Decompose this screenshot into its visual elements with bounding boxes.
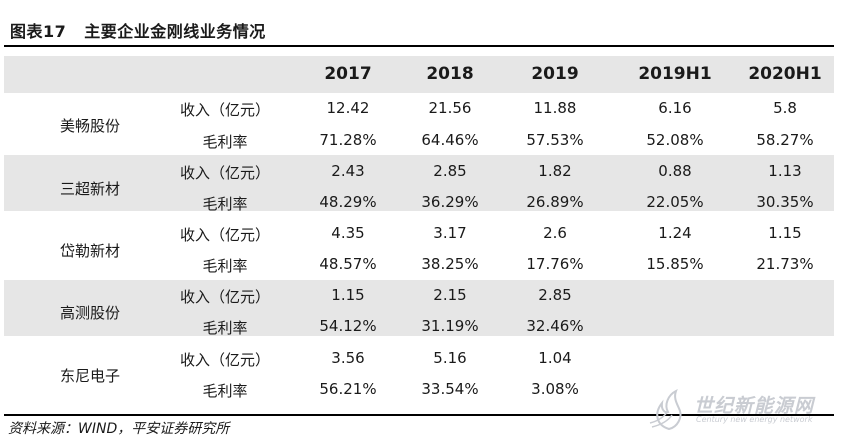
table-cell: 1.82 [538, 162, 572, 180]
figure-title-text: 主要企业金刚线业务情况 [84, 22, 266, 41]
table-cell: 1.15 [331, 286, 365, 304]
metric-label: 毛利率 [202, 195, 248, 213]
table-cell: 26.89% [526, 193, 584, 211]
top-rule [4, 45, 834, 47]
table-cell: 1.13 [768, 162, 802, 180]
metric-label: 毛利率 [202, 319, 248, 337]
column-header-2017: 2017 [324, 64, 372, 84]
table-cell: 2.85 [538, 286, 572, 304]
metric-label: 收入（亿元） [179, 226, 270, 244]
column-header-2019: 2019 [531, 64, 579, 84]
column-header-2019h1: 2019H1 [638, 64, 712, 84]
company-row-group [4, 280, 834, 336]
table-cell: 2.15 [433, 286, 467, 304]
source-note: 资料来源：WIND，平安证券研究所 [8, 421, 230, 437]
table-cell: 30.35% [756, 193, 814, 211]
metric-label: 收入（亿元） [179, 101, 270, 119]
column-header-2018: 2018 [426, 64, 474, 84]
table-cell: 57.53% [526, 131, 584, 149]
bottom-rule [4, 414, 834, 416]
table-cell: 3.17 [433, 224, 467, 242]
table-cell: 22.05% [646, 193, 704, 211]
table-cell: 52.08% [646, 131, 704, 149]
table-cell: 58.27% [756, 131, 814, 149]
table-cell: 0.88 [658, 162, 692, 180]
table-cell: 31.19% [421, 317, 479, 335]
table-cell: 1.24 [658, 224, 692, 242]
metric-label: 毛利率 [202, 382, 248, 400]
table-cell: 38.25% [421, 255, 479, 273]
table-cell: 2.6 [543, 224, 567, 242]
watermark-subtext: Century new energy network [696, 415, 813, 424]
company-name: 美畅股份 [59, 117, 120, 135]
metric-label: 毛利率 [202, 133, 248, 151]
table-cell: 48.29% [319, 193, 377, 211]
table-cell: 1.04 [538, 349, 572, 367]
table-cell: 12.42 [326, 99, 370, 117]
table-cell: 54.12% [319, 317, 377, 335]
table-cell: 5.16 [433, 349, 467, 367]
table-cell: 21.56 [428, 99, 472, 117]
table-cell: 32.46% [526, 317, 584, 335]
table-cell: 2.85 [433, 162, 467, 180]
table-cell: 6.16 [658, 99, 692, 117]
table-cell: 33.54% [421, 380, 479, 398]
table-cell: 64.46% [421, 131, 479, 149]
watermark: 世纪新能源网 Century new energy network [636, 385, 826, 435]
figure-number: 图表17 [10, 22, 67, 41]
figure-title: 图表17 主要企业金刚线业务情况 [10, 18, 266, 42]
table-cell: 56.21% [319, 380, 377, 398]
table-cell: 3.08% [531, 380, 579, 398]
company-name: 东尼电子 [59, 367, 120, 385]
table-cell: 4.35 [331, 224, 365, 242]
company-name: 三超新材 [59, 180, 120, 198]
table-header-band [4, 56, 834, 93]
table-cell: 5.8 [773, 99, 797, 117]
table-cell: 17.76% [526, 255, 584, 273]
company-name: 高测股份 [59, 304, 120, 322]
table-cell: 2.43 [331, 162, 365, 180]
metric-label: 收入（亿元） [179, 351, 270, 369]
company-name: 岱勒新材 [59, 242, 120, 260]
table-cell: 1.15 [768, 224, 802, 242]
table-cell: 3.56 [331, 349, 365, 367]
watermark-flame-icon [649, 388, 682, 431]
table-cell: 36.29% [421, 193, 479, 211]
watermark-text: 世纪新能源网 [694, 395, 815, 417]
company-row-group [4, 155, 834, 211]
column-header-2020h1: 2020H1 [748, 64, 822, 84]
metric-label: 收入（亿元） [179, 288, 270, 306]
table-cell: 11.88 [533, 99, 577, 117]
table-cell: 48.57% [319, 255, 377, 273]
metric-label: 毛利率 [202, 257, 248, 275]
table-cell: 15.85% [646, 255, 704, 273]
table-cell: 21.73% [756, 255, 814, 273]
table-cell: 71.28% [319, 131, 377, 149]
metric-label: 收入（亿元） [179, 164, 270, 182]
